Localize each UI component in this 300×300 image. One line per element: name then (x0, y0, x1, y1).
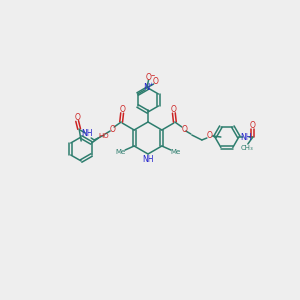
Text: O: O (153, 77, 158, 86)
Text: O: O (119, 104, 125, 113)
Text: O: O (109, 125, 115, 134)
Text: NH: NH (81, 130, 93, 139)
Text: O: O (182, 125, 188, 134)
Text: O: O (146, 73, 152, 82)
Text: –: – (151, 71, 155, 80)
Text: HO: HO (98, 133, 109, 139)
Text: +: + (148, 82, 153, 88)
Text: O: O (207, 130, 213, 140)
Text: O: O (250, 121, 256, 130)
Text: NH: NH (142, 155, 154, 164)
Text: O: O (171, 104, 177, 113)
Text: Me: Me (171, 149, 181, 155)
Text: CH₃: CH₃ (241, 145, 253, 151)
Text: N: N (143, 83, 150, 92)
Text: Me: Me (115, 149, 125, 155)
Text: O: O (74, 112, 80, 122)
Text: NH: NH (240, 133, 252, 142)
